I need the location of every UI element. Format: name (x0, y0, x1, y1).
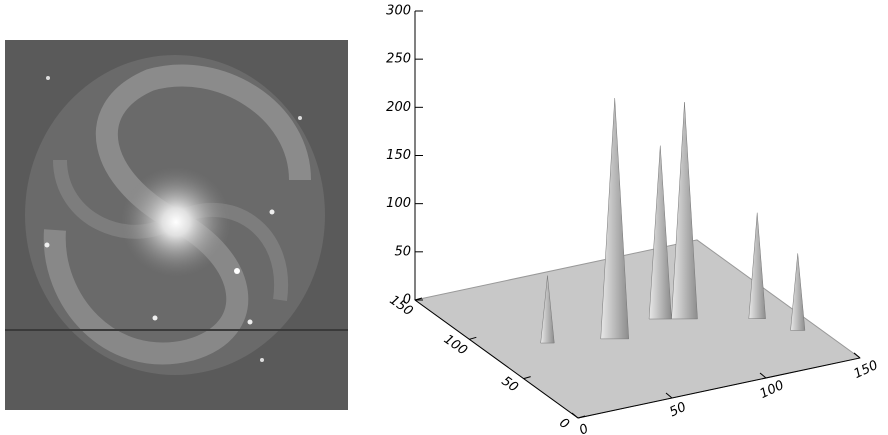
y-tick-label: 50 (499, 374, 521, 396)
x-tick (759, 372, 767, 379)
z-tick-label: 100 (386, 196, 411, 211)
y-tick (469, 336, 477, 340)
peak (748, 212, 766, 319)
z-tick-label: 50 (394, 244, 411, 259)
x-tick-label: 100 (758, 378, 787, 402)
x-tick (665, 392, 673, 399)
z-tick-label: 250 (386, 52, 411, 67)
z-tick-label: 150 (386, 148, 411, 163)
galaxy-image (5, 40, 348, 410)
x-tick (853, 352, 861, 359)
z-tick-label: 200 (386, 100, 411, 115)
peak (671, 102, 698, 320)
peak (540, 275, 555, 344)
peak (648, 145, 672, 320)
x-tick-label: 0 (577, 421, 591, 435)
y-tick (523, 376, 531, 380)
y-tick-label: 150 (387, 293, 416, 320)
peak (790, 253, 806, 331)
y-axis (414, 299, 579, 419)
x-tick-label: 50 (667, 400, 688, 421)
y-tick (577, 415, 586, 419)
x-axis (577, 357, 861, 419)
z-tick-label: 0 (403, 292, 411, 307)
peak (600, 98, 629, 340)
y-tick-label: 0 (556, 415, 571, 432)
x-tick-label: 150 (852, 358, 881, 382)
y-tick (414, 297, 423, 301)
z-tick-label: 300 (386, 3, 411, 18)
